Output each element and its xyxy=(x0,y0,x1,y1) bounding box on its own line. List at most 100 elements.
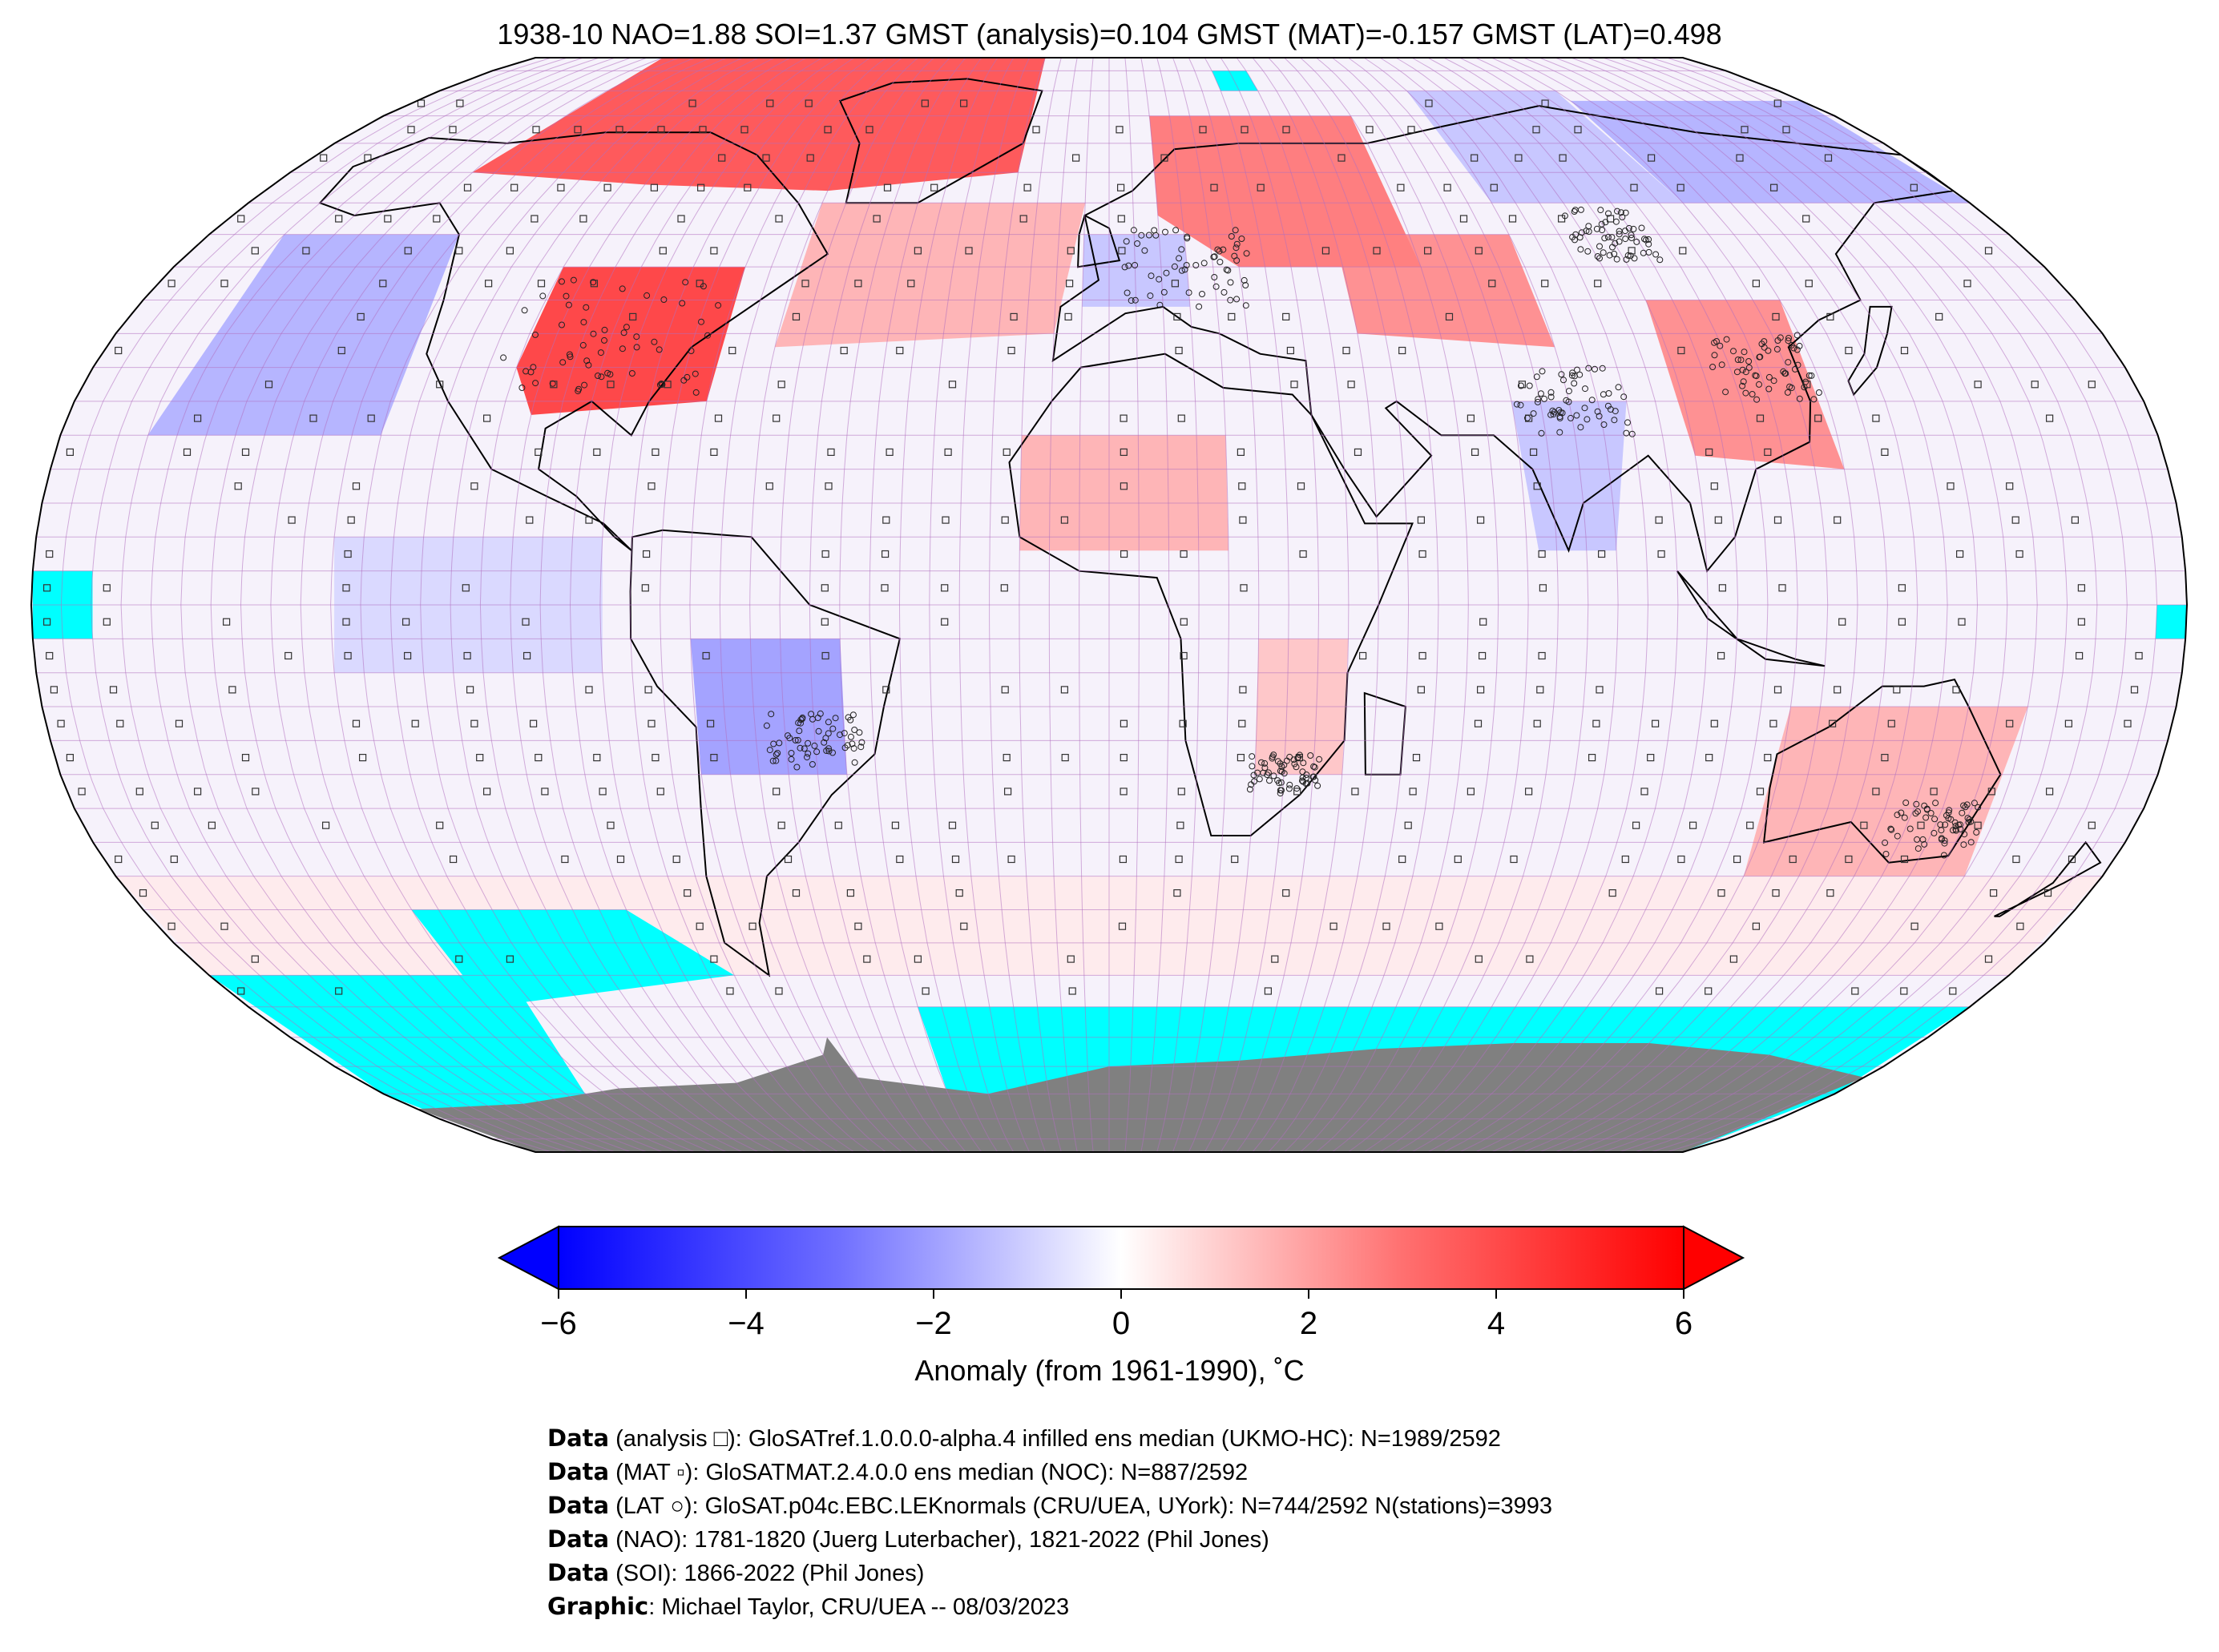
analysis-marker xyxy=(1003,753,1011,762)
analysis-marker xyxy=(194,788,202,796)
land-station-marker xyxy=(1251,778,1257,785)
land-station-marker xyxy=(607,371,614,378)
analysis-marker xyxy=(1778,584,1786,592)
analysis-marker xyxy=(1529,448,1538,457)
analysis-marker xyxy=(1347,381,1355,389)
analysis-marker xyxy=(103,584,111,592)
analysis-marker xyxy=(1656,987,1664,995)
analysis-marker xyxy=(1621,855,1629,864)
land-station-marker xyxy=(785,732,791,739)
analysis-marker xyxy=(1398,346,1406,355)
land-station-marker xyxy=(1547,393,1555,401)
land-station-marker xyxy=(1270,772,1277,780)
analysis-marker xyxy=(1423,247,1432,255)
land-station-marker xyxy=(1299,768,1306,776)
analysis-marker xyxy=(510,183,518,191)
land-station-marker xyxy=(1285,785,1293,792)
analysis-marker xyxy=(1382,922,1390,930)
land-station-marker xyxy=(1541,395,1547,402)
analysis-marker xyxy=(1597,550,1606,558)
analysis-marker xyxy=(1773,99,1781,107)
analysis-marker xyxy=(1974,821,1982,829)
analysis-marker xyxy=(1826,888,1834,897)
map-border xyxy=(30,57,2189,1153)
land-station-marker xyxy=(1256,776,1263,783)
analysis-marker xyxy=(116,719,124,727)
land-station-marker xyxy=(539,292,547,300)
analysis-marker xyxy=(1120,414,1128,422)
analysis-marker xyxy=(1630,183,1638,191)
analysis-marker xyxy=(648,482,656,490)
land-station-marker xyxy=(1882,851,1890,857)
analysis-marker xyxy=(1173,888,1181,897)
land-station-marker xyxy=(1307,752,1314,759)
analysis-marker xyxy=(1539,584,1547,592)
land-station-marker xyxy=(1946,807,1953,814)
analysis-marker xyxy=(941,618,949,626)
colorbar-tick-label: 0 xyxy=(1112,1306,1131,1341)
land-station-marker xyxy=(1549,407,1556,414)
land-station-marker xyxy=(1565,398,1572,405)
land-station-marker xyxy=(620,329,627,336)
land-station-marker xyxy=(1752,372,1759,379)
analysis-marker xyxy=(433,215,441,223)
analysis-marker xyxy=(696,183,705,191)
analysis-marker xyxy=(585,516,593,524)
land-station-marker xyxy=(1293,785,1301,792)
land-station-marker xyxy=(1773,345,1781,353)
land-station-marker xyxy=(1577,206,1584,213)
land-station-marker xyxy=(1623,429,1630,437)
analysis-marker xyxy=(1930,788,1938,796)
analysis-marker xyxy=(865,126,873,134)
analysis-marker xyxy=(1358,651,1367,660)
analysis-marker xyxy=(648,719,656,727)
analysis-marker xyxy=(1412,753,1421,762)
analysis-marker xyxy=(228,686,236,694)
land-station-marker xyxy=(858,739,865,746)
land-station-marker xyxy=(1600,249,1607,256)
analysis-marker xyxy=(827,448,835,457)
analysis-marker xyxy=(792,888,801,897)
analysis-marker xyxy=(948,821,957,829)
analysis-marker xyxy=(2016,922,2024,930)
land-station-marker xyxy=(1183,262,1190,268)
land-station-marker xyxy=(1596,413,1603,420)
analysis-marker xyxy=(1329,922,1337,930)
analysis-marker xyxy=(824,126,832,134)
analysis-marker xyxy=(677,215,685,223)
land-station-marker xyxy=(1745,358,1753,365)
analysis-marker xyxy=(792,312,801,320)
analysis-marker xyxy=(1845,855,1853,864)
credit-nao: Data (NAO): 1781-1820 (Juerg Luterbacher… xyxy=(547,1525,1269,1553)
land-station-marker xyxy=(1196,303,1203,310)
land-station-marker xyxy=(1601,235,1608,242)
analysis-marker xyxy=(873,215,881,223)
analysis-marker xyxy=(1023,183,1031,191)
land-station-marker xyxy=(1558,371,1565,378)
land-station-marker xyxy=(704,332,711,339)
colorbar-tick-label: 6 xyxy=(1674,1306,1693,1341)
land-station-marker xyxy=(1730,348,1737,355)
land-station-marker xyxy=(1148,272,1155,280)
analysis-marker xyxy=(251,955,259,963)
analysis-marker xyxy=(2064,719,2072,727)
analysis-marker xyxy=(650,183,659,191)
land-station-marker xyxy=(1922,814,1930,821)
land-station-marker xyxy=(1622,236,1629,243)
land-station-marker xyxy=(559,321,565,328)
analysis-marker xyxy=(241,753,250,762)
land-station-marker xyxy=(1810,396,1818,403)
land-station-marker xyxy=(619,285,626,292)
analysis-marker xyxy=(78,788,86,796)
analysis-marker xyxy=(2077,584,2085,592)
analysis-marker xyxy=(2006,482,2014,490)
land-station-marker xyxy=(1134,240,1141,247)
analysis-marker xyxy=(579,215,587,223)
land-station-marker xyxy=(1220,246,1227,253)
analysis-marker xyxy=(1240,584,1248,592)
land-station-marker xyxy=(1258,759,1265,766)
analysis-marker xyxy=(57,719,65,727)
analysis-marker xyxy=(1231,855,1239,864)
land-station-marker xyxy=(1199,291,1205,297)
land-station-marker xyxy=(1901,814,1908,821)
